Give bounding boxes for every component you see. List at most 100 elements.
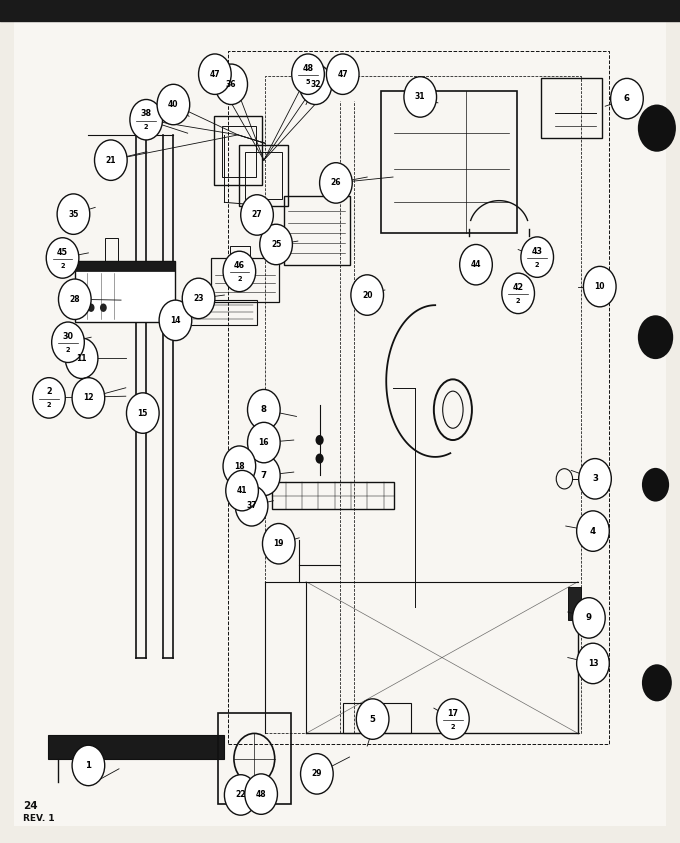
Text: 6: 6 [624,94,630,103]
Circle shape [248,455,280,496]
Circle shape [215,64,248,105]
Text: 46: 46 [234,261,245,270]
Text: 24: 24 [23,801,38,811]
Bar [381,91,517,233]
Text: 27: 27 [252,211,262,219]
Text: 2: 2 [451,723,455,730]
Circle shape [88,303,95,312]
Circle shape [199,54,231,94]
Text: 18: 18 [234,462,245,470]
Text: 48: 48 [256,790,267,798]
Text: 11: 11 [76,354,87,362]
Text: 47: 47 [337,70,348,78]
Text: 2: 2 [46,388,52,396]
Circle shape [262,524,295,564]
Text: 2: 2 [535,261,539,268]
Circle shape [58,279,91,319]
Text: 29: 29 [311,770,322,778]
Circle shape [521,237,554,277]
Circle shape [583,266,616,307]
Text: 21: 21 [105,156,116,164]
Text: 28: 28 [69,295,80,303]
Text: 31: 31 [415,93,426,101]
Text: 1: 1 [86,761,91,770]
Circle shape [223,251,256,292]
Text: 15: 15 [137,409,148,417]
Text: 40: 40 [168,100,179,109]
Circle shape [65,338,98,379]
Text: 2: 2 [516,298,520,304]
Text: REV. 1: REV. 1 [23,813,55,823]
Circle shape [57,194,90,234]
Text: 35: 35 [68,210,79,218]
Circle shape [502,273,534,314]
Text: 23: 23 [193,294,204,303]
Text: 8: 8 [261,405,267,414]
Bar [245,152,282,199]
Text: 2: 2 [47,402,51,409]
Circle shape [301,754,333,794]
Text: 2: 2 [66,346,70,353]
Text: 2: 2 [61,262,65,269]
Text: 26: 26 [330,179,341,187]
Bar [272,482,394,509]
Text: 2: 2 [237,276,241,282]
Text: 48: 48 [303,64,313,72]
Text: 2: 2 [144,124,148,131]
Text: 38: 38 [141,110,152,118]
Circle shape [182,278,215,319]
Text: 7: 7 [260,471,267,480]
Circle shape [130,99,163,140]
Bar [214,116,262,185]
Circle shape [316,454,324,464]
Bar [218,713,291,804]
Circle shape [642,468,669,502]
Circle shape [46,238,79,278]
Circle shape [638,315,673,359]
Text: 22: 22 [235,791,246,799]
Circle shape [299,64,332,105]
Circle shape [437,699,469,739]
Bar [568,587,581,620]
Circle shape [579,459,611,499]
Bar [75,261,175,271]
Circle shape [52,322,84,362]
Text: 10: 10 [594,282,605,291]
Circle shape [157,84,190,125]
Circle shape [33,378,65,418]
Circle shape [245,774,277,814]
Text: 41: 41 [237,486,248,495]
Text: 36: 36 [226,80,237,89]
Text: 3: 3 [592,475,598,483]
Text: 20: 20 [362,291,373,299]
Bar [239,145,288,206]
Text: 32: 32 [310,80,321,89]
Circle shape [460,244,492,285]
Text: 45: 45 [57,248,68,256]
Circle shape [404,77,437,117]
Text: 14: 14 [170,316,181,325]
Circle shape [573,598,605,638]
Bar [189,300,257,325]
Circle shape [224,775,257,815]
Circle shape [159,300,192,341]
Circle shape [326,54,359,94]
Text: 13: 13 [588,659,598,668]
Circle shape [248,389,280,430]
Circle shape [638,105,676,152]
Bar [222,126,256,177]
Bar [343,703,411,733]
Circle shape [577,511,609,551]
Text: 42: 42 [513,283,524,292]
Text: 4: 4 [590,527,596,535]
Bar [230,246,250,266]
Circle shape [72,378,105,418]
Circle shape [577,643,609,684]
Circle shape [235,486,268,526]
Bar [48,735,224,759]
Bar [541,78,602,138]
Text: 17: 17 [447,709,458,717]
Circle shape [248,422,280,463]
Bar [211,258,279,302]
Circle shape [320,163,352,203]
